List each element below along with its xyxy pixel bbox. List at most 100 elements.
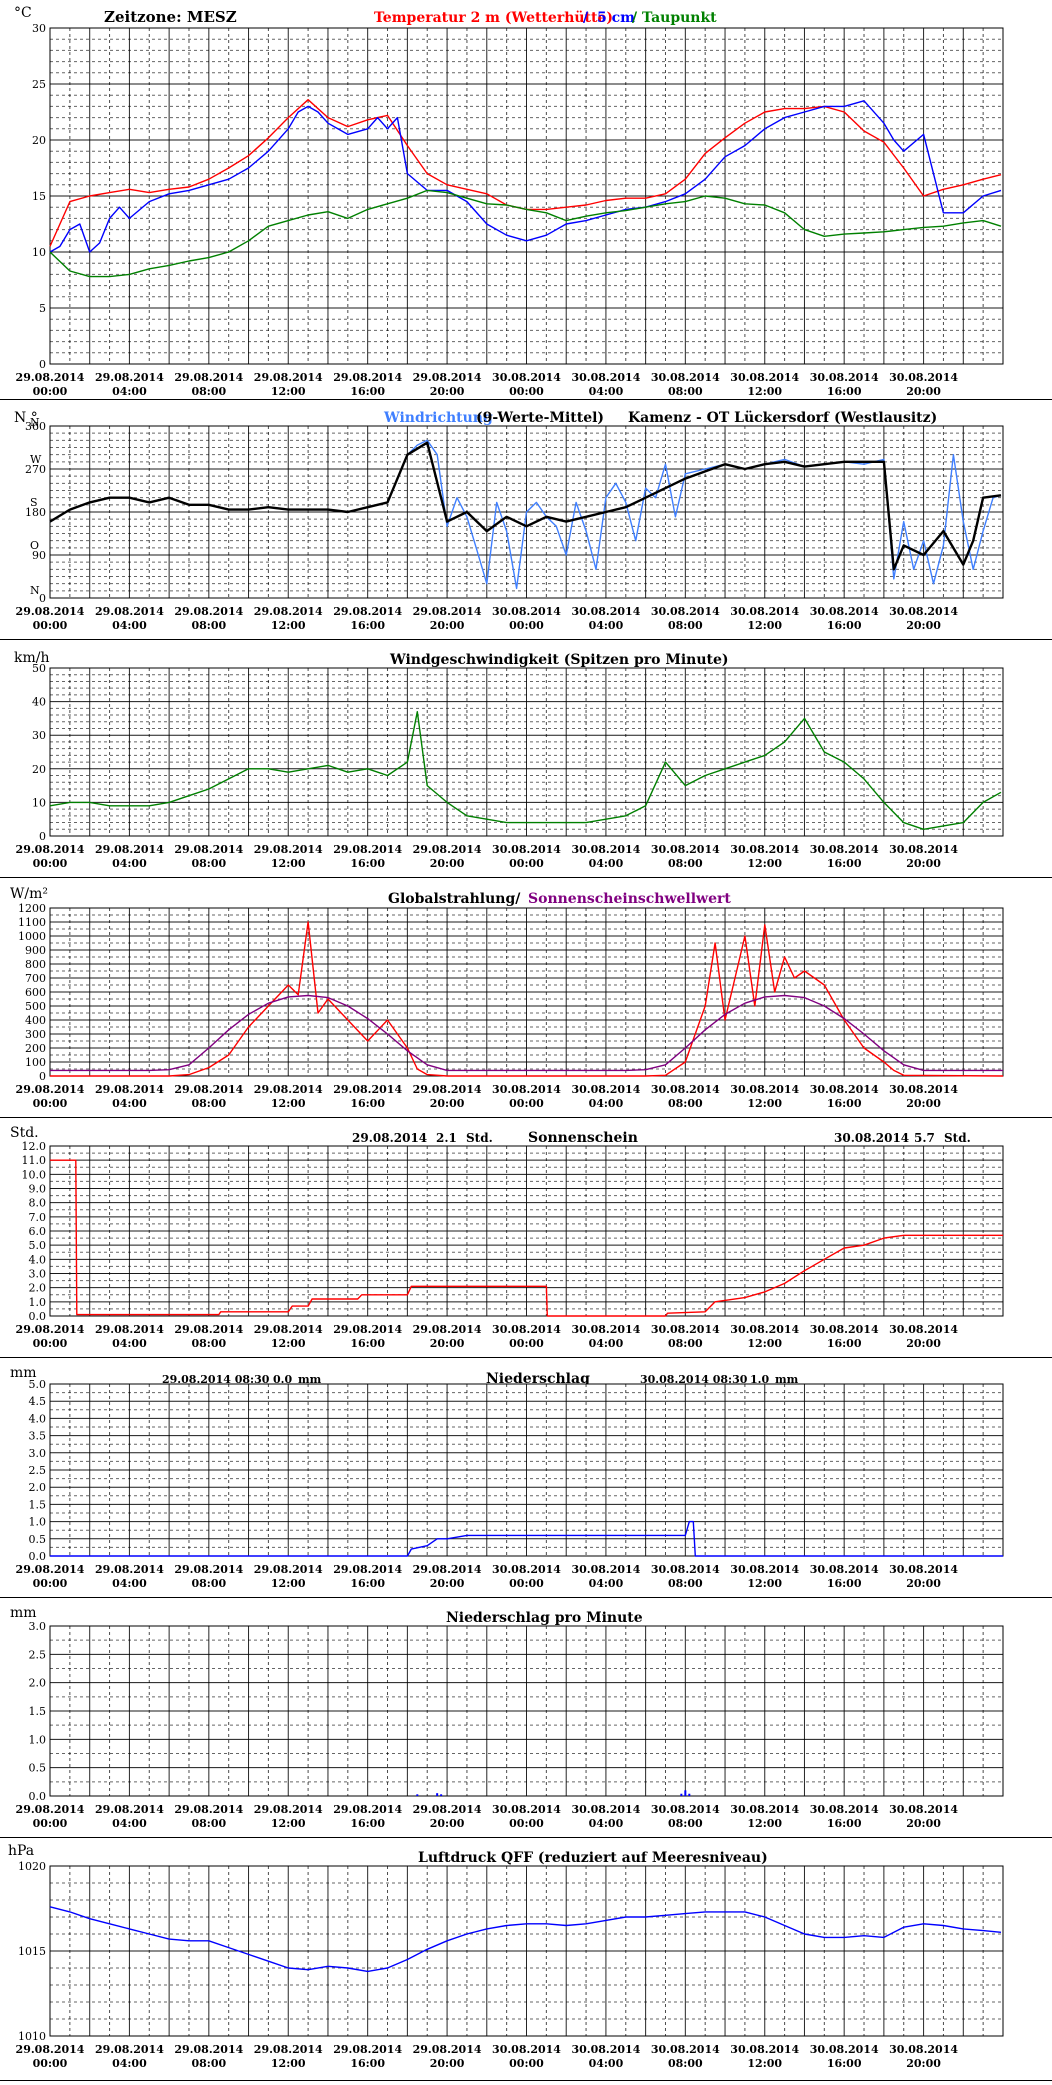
precip-minute-plot: 0.00.51.01.52.02.53.029.08.201400:0029.0…: [0, 1620, 1052, 1838]
x-tick-time: 12:00: [747, 1817, 782, 1830]
x-tick-time: 04:00: [112, 1577, 147, 1590]
y-tick-label: 40: [32, 696, 46, 709]
sunshine-day2-value: 5.7: [914, 1131, 935, 1145]
x-tick-time: 20:00: [906, 385, 941, 398]
x-tick-time: 20:00: [906, 619, 941, 632]
x-tick-time: 04:00: [589, 1817, 624, 1830]
timezone-label: Zeitzone: MESZ: [104, 8, 237, 26]
y-tick-label: 1.5: [29, 1705, 47, 1718]
x-tick-date: 29.08.2014: [333, 2043, 402, 2056]
y-tick-label: 15: [32, 190, 46, 203]
x-tick-time: 00:00: [509, 1577, 544, 1590]
y-tick-label: 20: [32, 134, 46, 147]
x-tick-time: 12:00: [271, 1817, 306, 1830]
x-tick-time: 12:00: [271, 857, 306, 870]
x-tick-date: 30.08.2014: [571, 1803, 640, 1816]
x-tick-time: 00:00: [33, 857, 68, 870]
x-tick-date: 29.08.2014: [16, 843, 85, 856]
y-tick-label: 100: [25, 1056, 46, 1069]
y-tick-label: 900: [25, 944, 46, 957]
y-tick-label: 10: [32, 796, 46, 809]
windspeed-unit-label: km/h: [14, 650, 50, 666]
precip-day2-label: 30.08.2014 08:30: [640, 1373, 748, 1386]
x-tick-time: 00:00: [33, 385, 68, 398]
x-tick-time: 08:00: [668, 1817, 703, 1830]
y-tick-label: 6.0: [29, 1225, 47, 1238]
x-tick-date: 29.08.2014: [174, 1083, 243, 1096]
x-tick-time: 12:00: [271, 2057, 306, 2070]
x-tick-date: 30.08.2014: [889, 1803, 958, 1816]
radiation-title: Globalstrahlung/: [388, 891, 521, 907]
x-tick-time: 08:00: [191, 385, 226, 398]
sunshine-day1-unit: Std.: [466, 1131, 493, 1145]
winddir-title-avg: (9-Werte-Mittel): [476, 410, 604, 426]
x-tick-date: 30.08.2014: [810, 1323, 879, 1336]
x-tick-date: 30.08.2014: [492, 1803, 561, 1816]
x-tick-date: 30.08.2014: [492, 1323, 561, 1336]
series-line-radiation-1: [50, 994, 1003, 1072]
x-tick-time: 00:00: [509, 857, 544, 870]
x-tick-time: 00:00: [509, 385, 544, 398]
x-tick-date: 30.08.2014: [571, 2043, 640, 2056]
x-tick-time: 20:00: [906, 1817, 941, 1830]
x-tick-time: 04:00: [112, 857, 147, 870]
x-tick-time: 16:00: [350, 619, 385, 632]
y-tick-label: 7.0: [29, 1211, 47, 1224]
y-tick-label: 10.0: [22, 1168, 47, 1181]
y-tick-label: 90: [32, 549, 46, 562]
x-tick-time: 08:00: [191, 2057, 226, 2070]
y-tick-label: 0.0: [29, 1790, 47, 1803]
sunshine-day1-date: 29.08.2014: [352, 1131, 427, 1145]
x-tick-date: 30.08.2014: [651, 1803, 720, 1816]
y-tick-label: 800: [25, 958, 46, 971]
y-tick-label: 25: [32, 78, 46, 91]
precip-minute-unit-label: mm: [10, 1605, 37, 1621]
x-tick-date: 30.08.2014: [889, 2043, 958, 2056]
sunshine-unit-label: Std.: [10, 1125, 39, 1141]
station-name: Kamenz - OT Lückersdorf (Westlausitz): [628, 410, 937, 426]
x-tick-time: 04:00: [589, 619, 624, 632]
compass-label: S: [30, 496, 38, 509]
x-tick-date: 29.08.2014: [16, 1803, 85, 1816]
y-tick-label: 4.0: [29, 1253, 47, 1266]
y-tick-label: 1100: [18, 916, 46, 929]
x-tick-time: 16:00: [350, 1577, 385, 1590]
x-tick-time: 16:00: [827, 1817, 862, 1830]
x-tick-time: 12:00: [271, 1337, 306, 1350]
x-tick-time: 20:00: [430, 857, 465, 870]
series-line-sunshine-0: [50, 1159, 1003, 1317]
x-tick-date: 30.08.2014: [810, 1563, 879, 1576]
temp-title-sep: /: [583, 10, 589, 26]
x-tick-date: 29.08.2014: [333, 843, 402, 856]
x-tick-time: 04:00: [589, 1577, 624, 1590]
x-tick-time: 16:00: [827, 385, 862, 398]
x-tick-time: 12:00: [271, 619, 306, 632]
x-tick-time: 20:00: [430, 1577, 465, 1590]
x-tick-date: 30.08.2014: [810, 2043, 879, 2056]
y-tick-label: 1000: [18, 930, 46, 943]
series-line-wind-direction-1: [49, 441, 1002, 571]
y-tick-label: 8.0: [29, 1197, 47, 1210]
x-tick-time: 00:00: [33, 1577, 68, 1590]
x-tick-date: 30.08.2014: [651, 2043, 720, 2056]
y-tick-label: 0: [39, 830, 46, 843]
y-tick-label: 300: [25, 1028, 46, 1041]
x-tick-date: 30.08.2014: [651, 1563, 720, 1576]
sunshine-day2-date: 30.08.2014: [834, 1131, 909, 1145]
x-tick-date: 29.08.2014: [254, 2043, 323, 2056]
x-tick-time: 12:00: [271, 385, 306, 398]
x-tick-time: 08:00: [191, 1097, 226, 1110]
temperature-plot: 05101520253029.08.201400:0029.08.201404:…: [0, 22, 1052, 400]
x-tick-time: 00:00: [33, 1337, 68, 1350]
wind-speed-plot: 0102030405029.08.201400:0029.08.201404:0…: [0, 662, 1052, 878]
x-tick-time: 04:00: [112, 1817, 147, 1830]
x-tick-date: 30.08.2014: [730, 605, 799, 618]
x-tick-date: 30.08.2014: [889, 371, 958, 384]
compass-label: N: [30, 584, 40, 597]
series-line-precip-0: [50, 1520, 1003, 1557]
x-tick-date: 29.08.2014: [333, 1083, 402, 1096]
windspeed-title: Windgeschwindigkeit (Spitzen pro Minute): [389, 652, 729, 668]
x-tick-time: 12:00: [271, 1097, 306, 1110]
x-tick-time: 08:00: [668, 2057, 703, 2070]
chart-plot-layer: 05101520253029.08.201400:0029.08.201404:…: [0, 22, 1052, 2081]
